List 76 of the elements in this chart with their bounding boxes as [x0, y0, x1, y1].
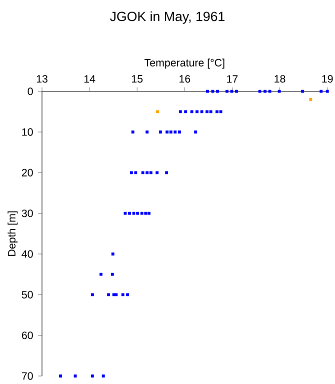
point [206, 90, 209, 93]
point [216, 110, 218, 114]
point [174, 130, 177, 134]
point [326, 90, 329, 93]
x-tick-label: 18 [274, 75, 286, 83]
point [226, 90, 228, 93]
point [264, 90, 267, 93]
point [166, 130, 169, 134]
point [114, 293, 118, 296]
point [121, 293, 124, 296]
point [59, 374, 62, 378]
point [194, 130, 198, 134]
y-axis-title: Depth [m] [8, 211, 18, 256]
point [268, 90, 272, 93]
point [209, 110, 212, 114]
point [230, 90, 234, 93]
y-tick-label: 60 [22, 332, 33, 340]
point [206, 110, 208, 114]
point [184, 110, 188, 114]
point [165, 171, 168, 174]
point [131, 130, 134, 134]
point [149, 171, 152, 174]
point [144, 212, 148, 215]
point [146, 171, 149, 174]
point [169, 130, 172, 134]
x-tick-label: 19 [322, 75, 333, 83]
x-tick-label: 13 [36, 75, 48, 83]
y-tick-label: 0 [28, 88, 33, 96]
x-tick-label: 15 [132, 75, 143, 83]
x-axis-title: Temperature [°C] [144, 58, 224, 69]
point [130, 171, 133, 174]
y-tick-label: 40 [22, 250, 33, 258]
point [74, 374, 77, 378]
y-tick-label: 70 [22, 372, 33, 380]
point [90, 374, 94, 378]
point [320, 90, 323, 93]
point [124, 212, 127, 215]
point [141, 171, 144, 174]
point [235, 90, 238, 93]
point [134, 171, 138, 174]
y-tick-label: 10 [22, 128, 33, 136]
point [148, 212, 150, 215]
point [136, 212, 140, 215]
point [178, 110, 182, 114]
point [156, 110, 160, 114]
x-tick-label: 14 [84, 75, 96, 83]
point [90, 293, 94, 296]
point [128, 212, 131, 215]
x-tick-label: 16 [180, 75, 190, 83]
point [156, 171, 159, 174]
point [258, 90, 262, 93]
point [111, 252, 114, 256]
point [132, 212, 136, 215]
point [126, 293, 130, 296]
point [216, 90, 219, 93]
point [110, 272, 114, 276]
point [102, 374, 105, 378]
point [196, 110, 198, 114]
point [107, 293, 110, 296]
y-tick-label: 50 [22, 290, 33, 298]
point [219, 110, 222, 114]
y-tick-label: 30 [22, 210, 33, 218]
point [200, 110, 204, 114]
point [190, 110, 194, 114]
point [158, 130, 162, 134]
chart-title: JGOK in May, 1961 [110, 11, 224, 24]
point [100, 272, 102, 276]
point [278, 90, 281, 93]
point [146, 130, 149, 134]
point [178, 130, 181, 134]
point [211, 90, 214, 93]
x-tick-label: 17 [227, 75, 238, 83]
point [140, 212, 144, 215]
point [301, 90, 304, 93]
y-tick-label: 20 [22, 168, 33, 176]
point [309, 98, 312, 101]
